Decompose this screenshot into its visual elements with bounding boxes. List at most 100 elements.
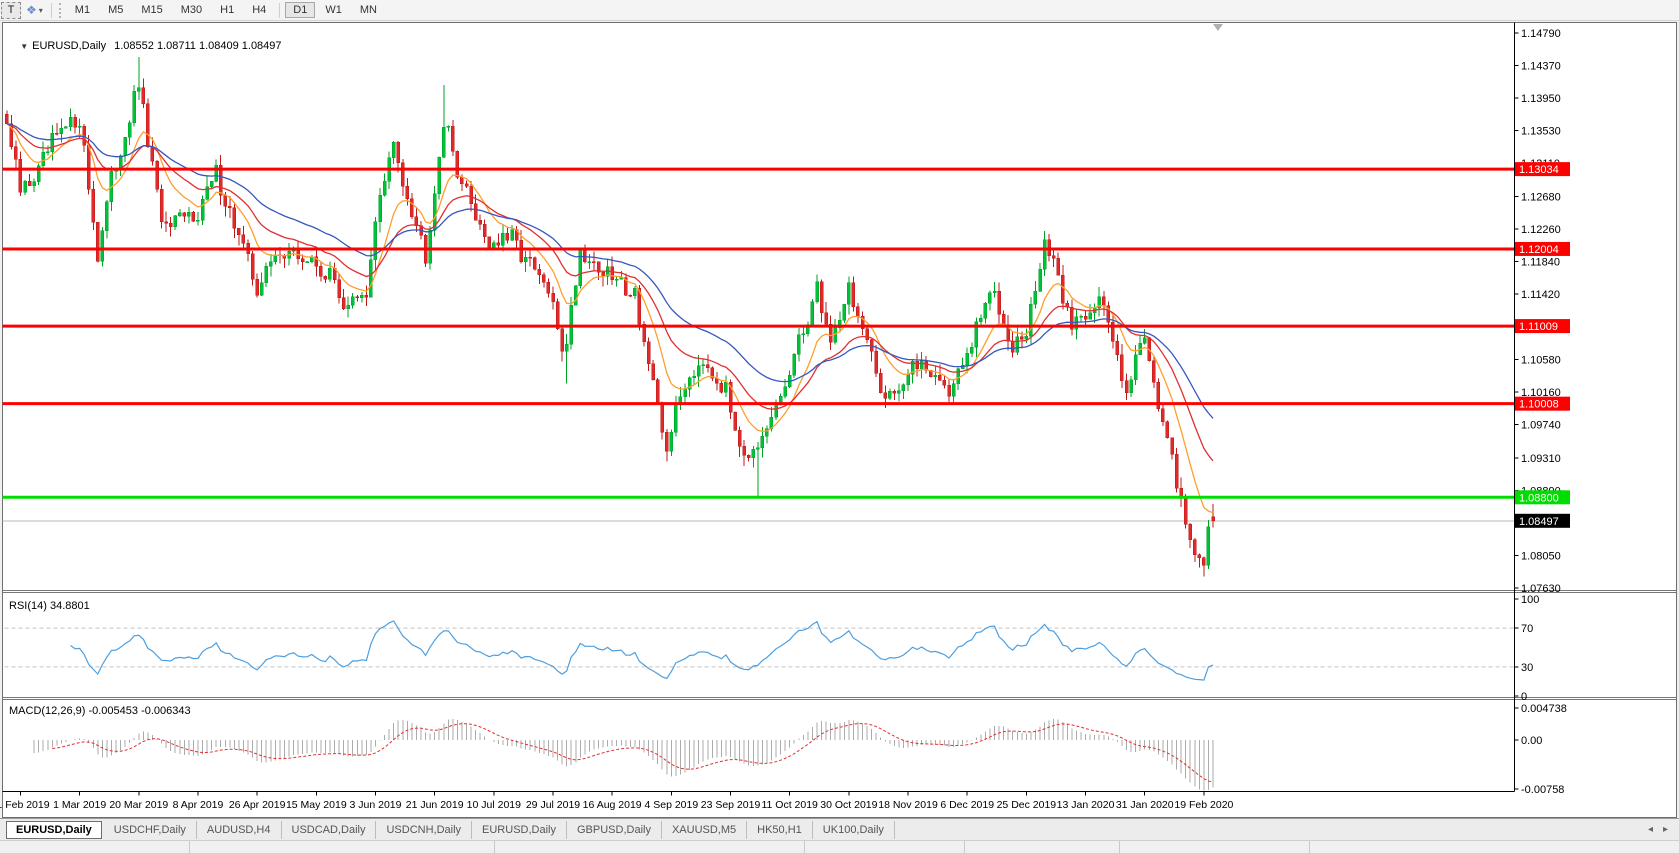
toolbar-separator	[279, 2, 281, 18]
svg-text:21 Jun 2019: 21 Jun 2019	[406, 799, 464, 811]
svg-text:1.12260: 1.12260	[1521, 224, 1561, 236]
toolbar-separator	[50, 2, 52, 18]
svg-text:1.11840: 1.11840	[1521, 257, 1560, 269]
symbol-tab-8[interactable]: HK50,H1	[747, 820, 813, 839]
timeframe-button-h4[interactable]: H4	[252, 4, 267, 16]
status-pane	[805, 841, 965, 853]
line-price-label	[1515, 241, 1570, 256]
timeframe-button-m30[interactable]: M30	[180, 4, 203, 16]
svg-text:19 Feb 2020: 19 Feb 2020	[1174, 799, 1233, 811]
svg-text:1.08890: 1.08890	[1521, 485, 1561, 497]
toolbar-grip[interactable]	[58, 2, 63, 18]
timeframe-button-mn[interactable]: MN	[359, 4, 377, 16]
svg-text:3 Jun 2019: 3 Jun 2019	[350, 799, 402, 811]
collapse-triangle-icon[interactable]: ▼	[20, 42, 29, 51]
symbol-tab-4[interactable]: USDCNH,Daily	[376, 820, 473, 839]
svg-text:-0.00758: -0.00758	[1521, 784, 1564, 796]
svg-text:18 Nov 2019: 18 Nov 2019	[878, 799, 938, 811]
symbol-tab-3[interactable]: USDCAD,Daily	[282, 820, 377, 839]
svg-text:8 Apr 2019: 8 Apr 2019	[173, 799, 224, 811]
svg-text:0: 0	[1521, 691, 1527, 703]
timeframe-button-d1[interactable]: D1	[285, 2, 316, 18]
svg-text:1.13110: 1.13110	[1521, 158, 1560, 170]
svg-text:30 Oct 2019: 30 Oct 2019	[820, 799, 877, 811]
symbol-tab-9[interactable]: UK100,Daily	[813, 820, 895, 839]
moving-average-40	[6, 123, 1214, 419]
line-price-label	[1515, 319, 1570, 334]
chevron-down-icon: ▾	[38, 5, 43, 15]
line-price-label	[1515, 396, 1570, 411]
price-chart-canvas[interactable]: 1.14790 1.14370 1.13950 1.13530 1.13110 1.126…	[0, 21, 1679, 818]
timeframe-button-m15[interactable]: M15	[141, 4, 163, 16]
svg-text:23 Sep 2019: 23 Sep 2019	[701, 799, 761, 811]
svg-text:1.12004: 1.12004	[1519, 244, 1559, 256]
svg-text:26 Apr 2019: 26 Apr 2019	[229, 799, 286, 811]
svg-text:1 Mar 2019: 1 Mar 2019	[53, 799, 106, 811]
svg-text:1.10580: 1.10580	[1521, 354, 1561, 366]
timeframe-button-w1[interactable]: W1	[325, 4, 342, 16]
chart-window[interactable]: 1.14790 1.14370 1.13950 1.13530 1.13110 1.126…	[0, 21, 1679, 818]
moving-average-22	[6, 123, 1214, 462]
svg-text:1.10008: 1.10008	[1519, 399, 1559, 411]
svg-text:16 Aug 2019: 16 Aug 2019	[583, 799, 642, 811]
svg-text:100: 100	[1521, 594, 1539, 606]
chart-shift-marker-icon	[1213, 24, 1223, 31]
symbol-tab-1[interactable]: USDCHF,Daily	[104, 820, 197, 839]
svg-text:1.11009: 1.11009	[1519, 321, 1558, 333]
svg-text:0.004738: 0.004738	[1521, 703, 1567, 715]
chart-ohlc-quote: 1.08552 1.08711 1.08409 1.08497	[114, 40, 282, 52]
macd-indicator-label: MACD(12,26,9) -0.005453 -0.006343	[9, 705, 191, 717]
status-pane	[1310, 841, 1679, 853]
text-tool-button[interactable]: T	[1, 1, 21, 19]
svg-text:13 Jan 2020: 13 Jan 2020	[1057, 799, 1115, 811]
chart-symbol-period: EURUSD,Daily	[32, 40, 107, 52]
symbol-tab-6[interactable]: GBPUSD,Daily	[567, 820, 662, 839]
svg-text:4 Sep 2019: 4 Sep 2019	[644, 799, 698, 811]
svg-text:29 Jul 2019: 29 Jul 2019	[526, 799, 580, 811]
svg-text:31 Jan 2020: 31 Jan 2020	[1116, 799, 1174, 811]
timeframe-button-h1[interactable]: H1	[220, 4, 235, 16]
svg-text:1.11420: 1.11420	[1521, 289, 1560, 301]
symbol-tab-0[interactable]: EURUSD,Daily	[6, 820, 102, 839]
status-pane	[1120, 841, 1310, 853]
svg-text:1.10160: 1.10160	[1521, 387, 1561, 399]
svg-text:70: 70	[1521, 623, 1533, 635]
draw-style-button[interactable]: ❖ ▾	[23, 2, 46, 19]
svg-text:25 Dec 2019: 25 Dec 2019	[997, 799, 1057, 811]
chart-title: ▼ EURUSD,Daily 1.08552 1.08711 1.08409 1.0…	[8, 28, 282, 64]
candles-layer	[5, 57, 1215, 577]
svg-text:15 May 2019: 15 May 2019	[286, 799, 347, 811]
line-price-label	[1515, 490, 1570, 505]
symbol-tab-2[interactable]: AUDUSD,H4	[197, 820, 282, 839]
symbol-tab-7[interactable]: XAUUSD,M5	[662, 820, 748, 839]
timeframe-button-m1[interactable]: M1	[74, 4, 91, 16]
moving-average-10	[6, 123, 1214, 514]
svg-text:11 Feb 2019: 11 Feb 2019	[0, 799, 50, 811]
symbol-tabbar-tabs: EURUSD,Daily USDCHF,Daily AUDUSD,H4 USDCAD,…	[6, 819, 1643, 841]
svg-text:1.09740: 1.09740	[1521, 419, 1561, 431]
symbol-tab-5[interactable]: EURUSD,Daily	[472, 820, 567, 839]
status-pane	[190, 841, 495, 853]
status-bar	[0, 840, 1679, 853]
tab-scroll-right-icon[interactable]: ▸	[1662, 824, 1668, 835]
svg-text:11 Oct 2019: 11 Oct 2019	[761, 799, 818, 811]
status-pane	[495, 841, 805, 853]
svg-text:1.13034: 1.13034	[1519, 164, 1559, 176]
line-price-label	[1515, 162, 1570, 177]
macd-histogram	[33, 718, 1214, 791]
svg-text:1.13530: 1.13530	[1521, 126, 1561, 138]
svg-text:1.14370: 1.14370	[1521, 61, 1561, 73]
svg-text:1.08497: 1.08497	[1519, 516, 1559, 528]
svg-text:0.00: 0.00	[1521, 735, 1542, 747]
rsi-line	[70, 620, 1214, 681]
svg-text:1.08050: 1.08050	[1521, 550, 1561, 562]
svg-text:10 Jul 2019: 10 Jul 2019	[467, 799, 521, 811]
tab-scroll-left-icon[interactable]: ◂	[1647, 824, 1653, 835]
timeframe-buttons: M1 M5 M15 M30 H1 H4 D1 W1 MN	[66, 2, 386, 18]
draw-style-icon: ❖	[26, 3, 37, 17]
svg-text:1.14790: 1.14790	[1521, 28, 1561, 40]
timeframe-button-m5[interactable]: M5	[108, 4, 124, 16]
svg-text:1.08800: 1.08800	[1519, 492, 1559, 504]
svg-text:1.12680: 1.12680	[1521, 192, 1561, 204]
svg-text:20 Mar 2019: 20 Mar 2019	[109, 799, 168, 811]
